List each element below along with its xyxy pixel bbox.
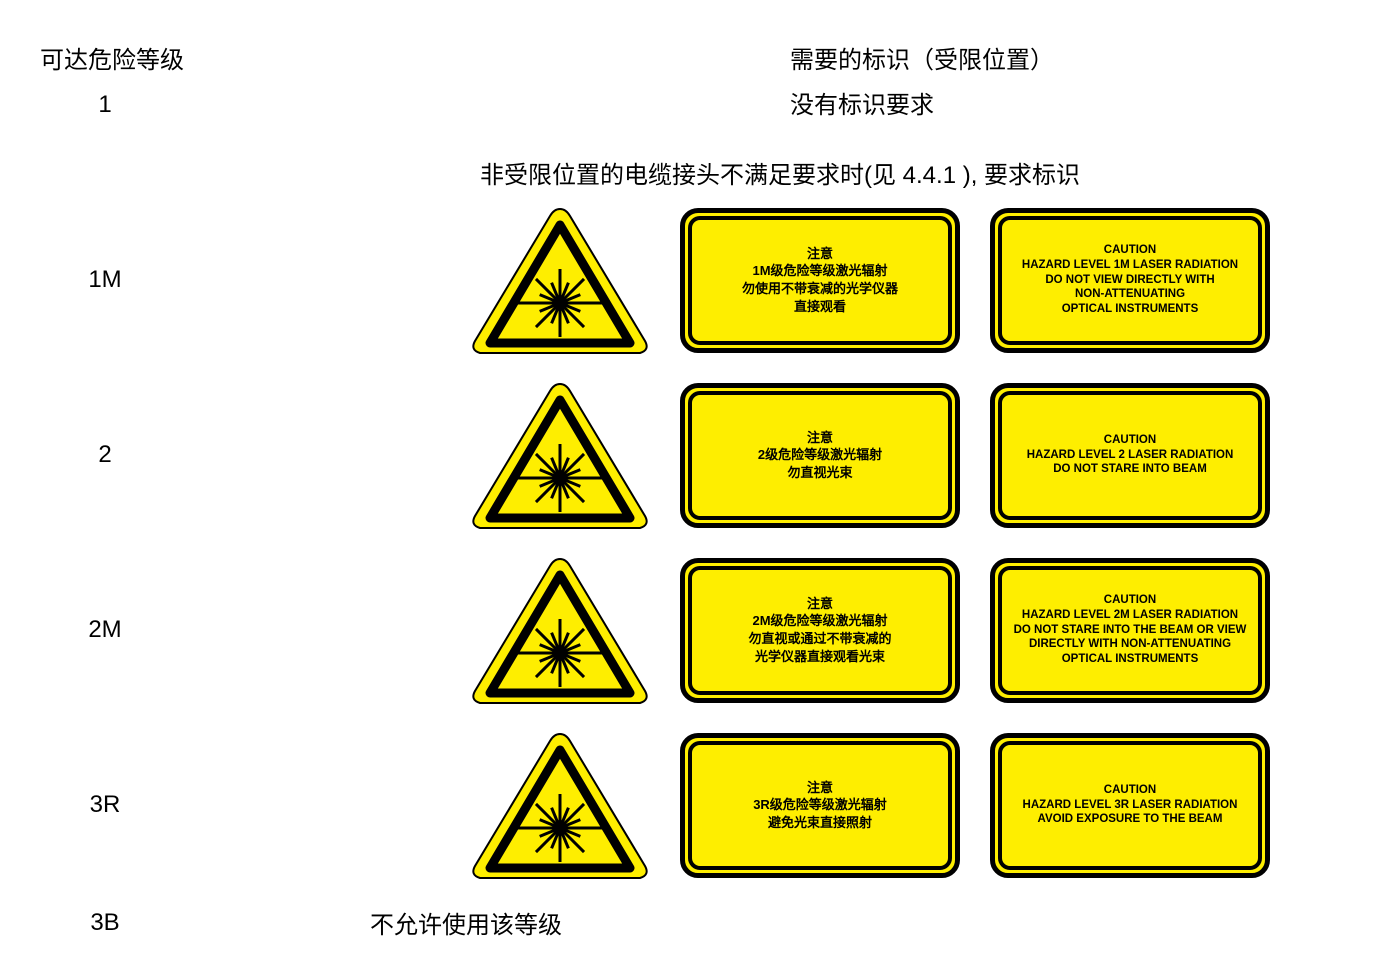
sign-text: DO NOT VIEW DIRECTLY WITH bbox=[1045, 273, 1214, 288]
level-3b-row: 3B 不允许使用该等级 bbox=[40, 905, 1344, 940]
caution-sign-en-2m: CAUTION HAZARD LEVEL 2M LASER RADIATION … bbox=[990, 558, 1270, 703]
level-3r-label: 3R bbox=[40, 791, 170, 819]
caution-sign-cn-2: 注意 2级危险等级激光辐射 勿直视光束 bbox=[680, 383, 960, 528]
subheader: 非受限位置的电缆接头不满足要求时(见 4.4.1 ), 要求标识 bbox=[480, 155, 1344, 190]
sign-text: 1M级危险等级激光辐射 bbox=[752, 262, 887, 280]
sign-text: 光学仪器直接观看光束 bbox=[755, 648, 885, 666]
sign-text: DO NOT STARE INTO BEAM bbox=[1053, 462, 1207, 477]
sign-text: 勿直视光束 bbox=[787, 464, 852, 482]
sign-text: CAUTION bbox=[1104, 433, 1156, 448]
sign-text: CAUTION bbox=[1104, 783, 1156, 798]
sign-text: 2级危险等级激光辐射 bbox=[758, 446, 882, 464]
sign-text: 注意 bbox=[807, 245, 833, 263]
sign-text: OPTICAL INSTRUMENTS bbox=[1062, 652, 1199, 667]
level-2-label: 2 bbox=[40, 441, 170, 469]
level-2m-row: 2M 注意 2M级危险等级激光辐射 勿直视或通过不带衰减的 光学仪器直接观看光束… bbox=[40, 555, 1344, 705]
sign-text: DIRECTLY WITH NON-ATTENUATING bbox=[1029, 637, 1231, 652]
level-1-label: 1 bbox=[40, 85, 170, 120]
level-3r-row: 3R 注意 3R级危险等级激光辐射 避免光束直接照射 CAUTION HAZAR… bbox=[40, 730, 1344, 880]
sign-text: 3R级危险等级激光辐射 bbox=[753, 796, 887, 814]
level-1m-label: 1M bbox=[40, 266, 170, 294]
sign-text: 直接观看 bbox=[794, 298, 846, 316]
sign-text: 勿使用不带衰减的光学仪器 bbox=[742, 280, 898, 298]
header-row: 可达危险等级 需要的标识（受限位置） bbox=[40, 40, 1344, 75]
level-2-row: 2 注意 2级危险等级激光辐射 勿直视光束 CAUTION HAZARD LEV… bbox=[40, 380, 1344, 530]
signs-1m: 注意 1M级危险等级激光辐射 勿使用不带衰减的光学仪器 直接观看 CAUTION… bbox=[470, 203, 1270, 358]
sign-text: 注意 bbox=[807, 779, 833, 797]
sign-text: DO NOT STARE INTO THE BEAM OR VIEW bbox=[1014, 623, 1247, 638]
caution-sign-en-3r: CAUTION HAZARD LEVEL 3R LASER RADIATION … bbox=[990, 733, 1270, 878]
level-1-row: 1 没有标识要求 bbox=[40, 85, 1344, 120]
level-3b-label: 3B bbox=[40, 909, 170, 937]
header-left: 可达危险等级 bbox=[40, 40, 390, 75]
level-3b-text: 不允许使用该等级 bbox=[370, 905, 562, 940]
sign-text: CAUTION bbox=[1104, 243, 1156, 258]
sign-text: 2M级危险等级激光辐射 bbox=[752, 612, 887, 630]
sign-text: 勿直视或通过不带衰减的 bbox=[748, 630, 891, 648]
sign-text: HAZARD LEVEL 3R LASER RADIATION bbox=[1023, 798, 1238, 813]
caution-sign-en-1m: CAUTION HAZARD LEVEL 1M LASER RADIATION … bbox=[990, 208, 1270, 353]
caution-sign-cn-1m: 注意 1M级危险等级激光辐射 勿使用不带衰减的光学仪器 直接观看 bbox=[680, 208, 960, 353]
sign-text: 注意 bbox=[807, 595, 833, 613]
level-1-text: 没有标识要求 bbox=[170, 85, 1344, 120]
laser-warning-triangle-icon bbox=[470, 553, 650, 708]
level-2m-label: 2M bbox=[40, 616, 170, 644]
sign-text: NON-ATTENUATING bbox=[1075, 287, 1185, 302]
laser-warning-triangle-icon bbox=[470, 378, 650, 533]
sign-text: HAZARD LEVEL 1M LASER RADIATION bbox=[1022, 258, 1238, 273]
sign-text: 避免光束直接照射 bbox=[768, 814, 872, 832]
caution-sign-cn-2m: 注意 2M级危险等级激光辐射 勿直视或通过不带衰减的 光学仪器直接观看光束 bbox=[680, 558, 960, 703]
sign-text: AVOID EXPOSURE TO THE BEAM bbox=[1038, 812, 1223, 827]
laser-warning-triangle-icon bbox=[470, 728, 650, 883]
signs-2m: 注意 2M级危险等级激光辐射 勿直视或通过不带衰减的 光学仪器直接观看光束 CA… bbox=[470, 553, 1270, 708]
header-right: 需要的标识（受限位置） bbox=[390, 40, 1344, 75]
sign-text: OPTICAL INSTRUMENTS bbox=[1062, 302, 1199, 317]
signs-3r: 注意 3R级危险等级激光辐射 避免光束直接照射 CAUTION HAZARD L… bbox=[470, 728, 1270, 883]
sign-text: HAZARD LEVEL 2 LASER RADIATION bbox=[1027, 448, 1234, 463]
signs-2: 注意 2级危险等级激光辐射 勿直视光束 CAUTION HAZARD LEVEL… bbox=[470, 378, 1270, 533]
laser-warning-triangle-icon bbox=[470, 203, 650, 358]
caution-sign-cn-3r: 注意 3R级危险等级激光辐射 避免光束直接照射 bbox=[680, 733, 960, 878]
sign-text: HAZARD LEVEL 2M LASER RADIATION bbox=[1022, 608, 1238, 623]
caution-sign-en-2: CAUTION HAZARD LEVEL 2 LASER RADIATION D… bbox=[990, 383, 1270, 528]
sign-text: CAUTION bbox=[1104, 593, 1156, 608]
level-1m-row: 1M 注意 1M级危险等级激光辐射 勿使用不带衰减的光学仪器 直接观看 CAUT… bbox=[40, 205, 1344, 355]
sign-text: 注意 bbox=[807, 429, 833, 447]
